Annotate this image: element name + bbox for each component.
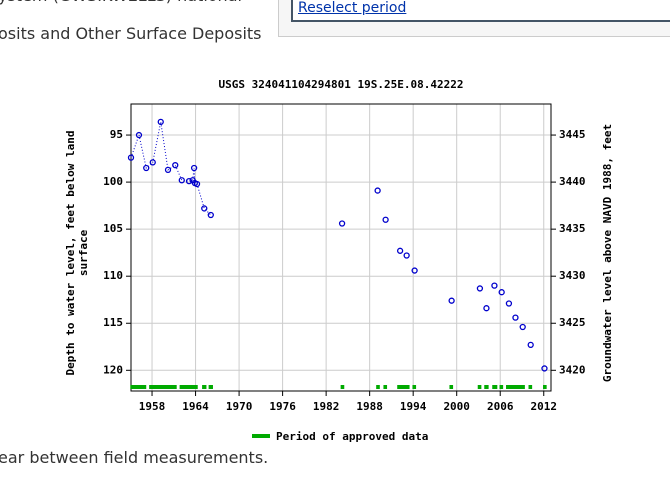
y2-tick-label: 3435 — [559, 222, 586, 235]
data-point — [185, 178, 193, 185]
approved-period — [492, 385, 498, 389]
y-axis-label: surface — [77, 229, 90, 276]
plot-frame — [130, 103, 552, 392]
y-tick-label: 120 — [103, 363, 123, 376]
data-point — [127, 154, 135, 161]
data-point — [491, 282, 498, 289]
approved-period — [202, 385, 207, 389]
x-tick-label: 1976 — [269, 400, 296, 413]
period-input — [291, 0, 670, 22]
data-point — [512, 314, 519, 321]
y-tick-label: 110 — [103, 269, 123, 282]
approved-period — [528, 385, 533, 389]
x-tick-label: 1970 — [226, 400, 253, 413]
y-tick-label: 115 — [103, 316, 123, 329]
x-tick-label: 1958 — [139, 400, 166, 413]
approved-period — [449, 385, 454, 389]
data-point — [157, 118, 164, 126]
data-point — [207, 211, 214, 219]
x-tick-label: 2000 — [443, 400, 470, 413]
approved-period — [383, 385, 388, 389]
approved-period — [179, 385, 198, 389]
data-point — [374, 187, 381, 194]
data-point — [164, 166, 172, 174]
legend-label: Period of approved data — [276, 430, 428, 443]
data-point — [201, 205, 208, 212]
x-tick-label: 2006 — [487, 400, 514, 413]
y-tick-label: 105 — [103, 222, 123, 235]
data-point — [403, 252, 410, 259]
legend-swatch — [252, 434, 270, 438]
data-point — [149, 159, 156, 166]
data-point — [143, 164, 150, 172]
data-point — [338, 220, 346, 227]
approved-period — [484, 385, 489, 389]
approved-period — [506, 385, 525, 389]
data-point — [519, 323, 526, 331]
data-point — [541, 365, 548, 372]
data-point — [498, 289, 505, 296]
data-point — [476, 285, 484, 292]
data-point — [135, 131, 143, 139]
approved-period — [130, 385, 147, 389]
x-tick-label: 2012 — [530, 400, 557, 413]
approved-period — [376, 385, 380, 389]
y-tick-label: 95 — [110, 128, 123, 141]
bottom-text: ear between field measurements. — [0, 448, 269, 467]
approved-period — [397, 385, 410, 389]
approved-period — [477, 385, 482, 389]
y2-axis-label: Groundwater level above NAVD 1988, feet — [601, 124, 614, 382]
data-point — [483, 305, 490, 312]
data-point — [527, 341, 534, 349]
x-tick-label: 1964 — [182, 400, 209, 413]
x-tick-label: 1988 — [356, 400, 383, 413]
approved-period — [543, 385, 547, 389]
top-text: ystem (GWSIKWELLS) national — [0, 0, 242, 5]
chart-title: USGS 324041104294801 19S.25E.08.42222 — [218, 78, 463, 91]
y2-tick-label: 3430 — [559, 269, 586, 282]
data-point — [382, 216, 389, 223]
x-tick-label: 1994 — [400, 400, 427, 413]
reselect-link[interactable]: Reselect period — [298, 0, 407, 16]
x-tick-label: 1982 — [313, 400, 340, 413]
data-point — [505, 300, 513, 307]
series-line — [130, 121, 212, 216]
approved-period — [208, 385, 213, 389]
y-axis-label: Depth to water level, feet below land — [64, 130, 77, 375]
y-tick-label: 100 — [103, 175, 123, 188]
approved-period — [412, 385, 417, 389]
data-point — [190, 164, 198, 172]
approved-period — [499, 385, 504, 389]
y2-tick-label: 3425 — [559, 316, 586, 329]
data-point — [411, 267, 418, 274]
data-point — [178, 177, 185, 184]
y2-tick-label: 3420 — [559, 363, 586, 376]
data-point — [172, 162, 179, 169]
data-point — [448, 297, 455, 304]
data-point — [193, 180, 201, 188]
data-point — [396, 247, 404, 254]
approved-period — [340, 385, 345, 389]
approved-period — [149, 385, 177, 389]
y2-tick-label: 3440 — [559, 175, 586, 188]
top-text: osits and Other Surface Deposits — [0, 24, 262, 43]
y2-tick-label: 3445 — [559, 128, 586, 141]
